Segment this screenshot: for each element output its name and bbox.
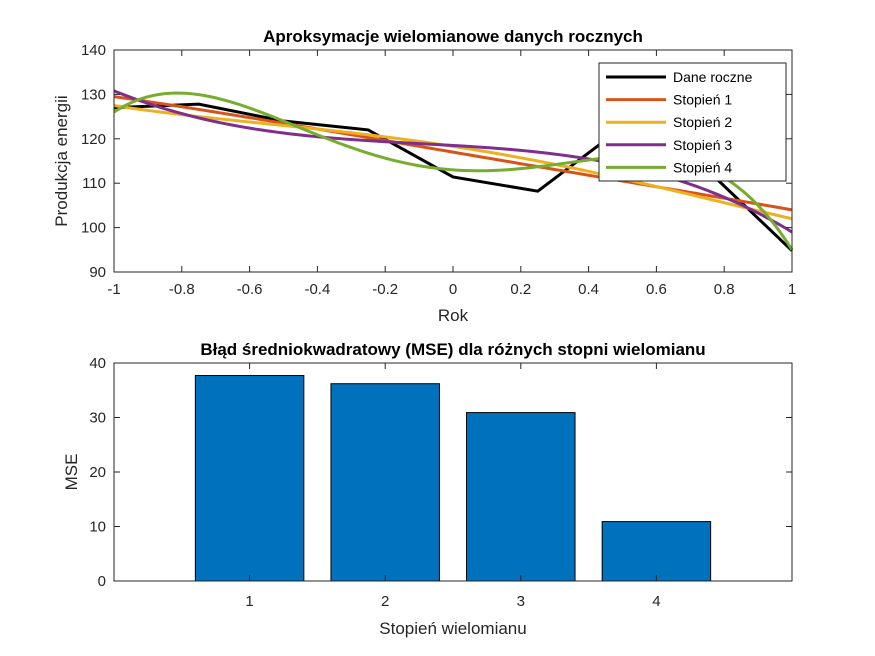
y-tick-label: 30 [89,410,106,427]
x-tick-label: 3 [517,593,525,610]
x-tick-label: 4 [652,593,660,610]
y-tick-label: 120 [81,131,106,148]
x-tick-label: 2 [381,593,389,610]
bar-3 [466,412,576,582]
y-tick-label: 110 [82,175,106,192]
bar-chart-bars [194,375,712,582]
y-tick-label: 40 [89,355,106,372]
bar-4 [601,521,712,582]
legend-label: Dane roczne [673,69,753,85]
legend-label: Stopień 4 [673,159,732,175]
x-tick-label: -1 [107,281,120,298]
line-chart-title: Aproksymacje wielomianowe danych rocznyc… [263,27,643,46]
y-tick-label: 0 [98,573,106,590]
bar-chart-x-axis-label: Stopień wielomianu [379,619,526,638]
line-chart: -1 -0.8 -0.6 -0.4 -0.2 0 0.2 0.4 0.6 0.8 1 90 100 110… [52,27,796,325]
line-chart-x-axis-label: Rok [438,306,469,325]
y-tick-label: 10 [89,519,106,536]
bar-2 [330,383,440,582]
bar-1 [194,375,305,582]
legend-label: Stopień 2 [673,114,732,130]
line-chart-ticks: -1 -0.8 -0.6 -0.4 -0.2 0 0.2 0.4 0.6 0.8 1 90 100 110… [81,42,796,298]
legend-label: Stopień 1 [673,92,732,108]
line-chart-y-axis-label: Produkcja energii [52,95,71,226]
x-tick-label: 0 [449,281,457,298]
x-tick-label: -0.4 [304,281,330,298]
x-tick-label: 0.6 [646,281,667,298]
bar-chart-y-axis-label: MSE [62,454,81,491]
x-tick-label: 0.2 [510,281,531,298]
x-tick-label: -0.2 [372,281,398,298]
x-tick-label: 1 [245,593,253,610]
y-tick-label: 90 [89,264,106,281]
y-tick-label: 20 [89,464,106,481]
x-tick-label: 0.4 [578,281,599,298]
x-tick-label: 1 [788,281,796,298]
bar-chart-title: Błąd średniokwadratowy (MSE) dla różnych… [200,340,705,359]
legend-label: Stopień 3 [673,137,732,153]
y-tick-label: 130 [81,86,106,103]
x-tick-label: -0.8 [169,281,195,298]
legend-items: Dane roczne Stopień 1 Stopień 2 Stopień 3 St… [606,69,753,175]
x-tick-label: -0.6 [237,281,263,298]
y-tick-label: 100 [81,220,106,237]
y-tick-label: 140 [81,42,106,59]
x-tick-label: 0.8 [714,281,735,298]
legend: Dane roczne Stopień 1 Stopień 2 Stopień 3 St… [598,62,787,182]
